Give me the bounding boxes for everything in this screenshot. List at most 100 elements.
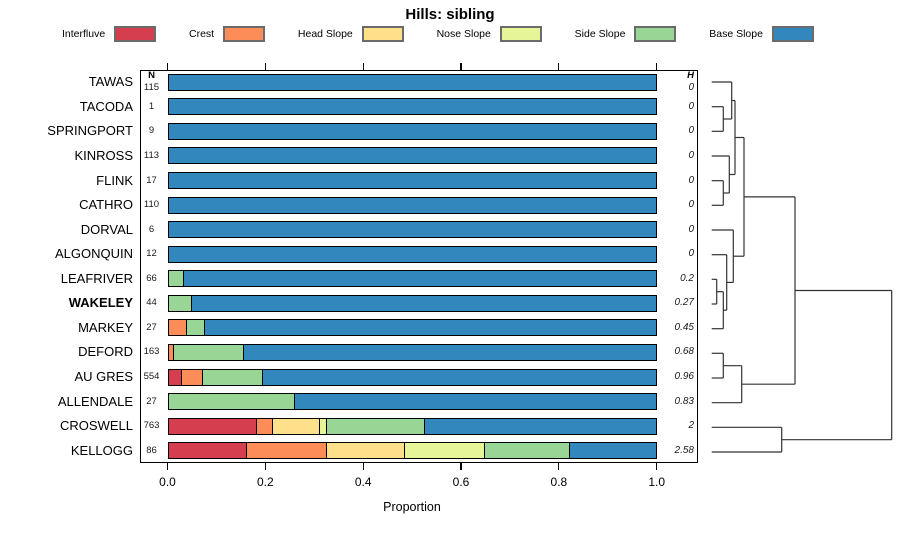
bar-segment-nose-slope: [405, 443, 486, 459]
h-value: 2.58: [674, 444, 694, 456]
bar-segment-nose-slope: [320, 418, 327, 434]
legend-swatch: [361, 26, 404, 42]
stacked-bar-tawas: [167, 73, 657, 91]
bar-segment-head-slope: [273, 418, 320, 434]
bar-segment-base-slope: [168, 222, 656, 238]
row-label-kellogg: KELLOGG: [70, 442, 133, 458]
stacked-bar-wakeley: [167, 294, 657, 312]
row-label-tawas: TAWAS: [88, 74, 133, 90]
bar-segment-base-slope: [168, 99, 656, 115]
stacked-bar-kellogg: [167, 442, 657, 460]
bar-segment-base-slope: [168, 173, 656, 189]
bar-segment-crest: [168, 320, 187, 336]
legend-label: Side Slope: [574, 28, 626, 40]
row-label-kinross: KINROSS: [74, 147, 133, 163]
h-value: 0: [688, 199, 694, 211]
stacked-bar-markey: [167, 319, 657, 337]
legend-swatch: [771, 26, 814, 42]
legend-swatch: [223, 26, 266, 42]
legend-swatch: [634, 26, 677, 42]
plot-area-border: [140, 70, 698, 463]
bar-segment-side-slope: [168, 295, 192, 311]
n-value: 110: [143, 199, 160, 211]
bottom-axis-tick: [166, 463, 169, 470]
n-value: 44: [146, 297, 157, 309]
stacked-bar-au-gres: [167, 368, 657, 386]
row-label-tacoda: TACODA: [79, 98, 133, 114]
legend-label: Head Slope: [297, 28, 353, 40]
h-value: 0.68: [674, 346, 694, 358]
legend-item-interfluve: Interfluve: [62, 26, 157, 42]
row-label-springport: SPRINGPORT: [47, 123, 133, 139]
bar-segment-interfluve: [168, 369, 183, 385]
legend-swatch: [499, 26, 542, 42]
row-label-algonquin: ALGONQUIN: [54, 246, 133, 262]
h-value: 2: [688, 420, 694, 432]
stacked-bar-flink: [167, 172, 657, 190]
bar-segment-base-slope: [168, 246, 656, 262]
bar-segment-base-slope: [168, 148, 656, 164]
h-value: 0.96: [674, 371, 694, 383]
bar-segment-base-slope: [425, 418, 656, 434]
row-label-flink: FLINK: [96, 172, 133, 188]
n-value: 554: [143, 371, 160, 383]
bottom-axis-tick: [656, 463, 658, 470]
bottom-axis-tick: [362, 463, 364, 470]
n-column-header: N: [148, 70, 155, 81]
legend-item-head-slope: Head Slope: [298, 26, 404, 42]
n-value: 27: [146, 395, 157, 407]
h-value: 0: [688, 149, 694, 161]
legend: Interfluve Crest Head Slope Nose Slope Side …: [62, 26, 814, 42]
h-value: 0: [688, 100, 694, 112]
n-value: 1: [148, 100, 155, 112]
n-value: 6: [148, 223, 155, 235]
bar-segment-base-slope: [262, 369, 656, 385]
h-value: 0: [688, 125, 694, 137]
n-value: 113: [143, 149, 160, 161]
n-value: 763: [143, 420, 160, 432]
bar-segment-base-slope: [294, 394, 656, 410]
bar-segment-base-slope: [243, 344, 656, 360]
bar-segment-base-slope: [168, 74, 656, 90]
x-tick-label: 0.0: [159, 475, 176, 489]
row-label-markey: MARKEY: [78, 319, 133, 335]
bottom-axis-tick: [264, 463, 266, 470]
bar-segment-side-slope: [187, 320, 206, 336]
legend-label: Interfluve: [62, 28, 106, 40]
stacked-bar-tacoda: [167, 98, 657, 116]
stacked-bar-leafriver: [167, 270, 657, 288]
h-value: 0.45: [674, 321, 694, 333]
x-axis-label: Proportion: [383, 500, 441, 514]
bar-segment-base-slope: [205, 320, 656, 336]
bar-segment-side-slope: [326, 418, 426, 434]
h-value: 0: [688, 223, 694, 235]
bar-segment-base-slope: [168, 197, 656, 213]
h-value: 0: [688, 174, 694, 186]
h-value: 0.83: [674, 395, 694, 407]
bottom-axis-tick: [558, 463, 560, 470]
bottom-axis-tick: [460, 463, 462, 470]
row-label-cathro: CATHRO: [79, 197, 133, 213]
row-label-leafriver: LEAFRIVER: [60, 270, 133, 286]
legend-item-side-slope: Side Slope: [575, 26, 677, 42]
top-axis-tick: [362, 63, 364, 70]
top-axis-tick: [656, 63, 658, 70]
x-tick-label: 0.4: [354, 475, 372, 489]
stacked-bar-croswell: [167, 417, 657, 435]
bar-segment-crest: [247, 443, 328, 459]
top-axis-tick: [264, 63, 266, 70]
bar-segment-base-slope: [191, 295, 656, 311]
legend-item-crest: Crest: [189, 26, 266, 42]
bar-segment-side-slope: [485, 443, 570, 459]
stacked-bar-deford: [167, 343, 657, 361]
stacked-bar-springport: [167, 122, 657, 140]
row-label-deford: DEFORD: [78, 344, 133, 360]
top-axis-tick: [166, 63, 169, 70]
legend-swatch: [114, 26, 157, 42]
x-tick-label: 0.2: [256, 475, 274, 489]
n-value: 17: [146, 174, 157, 186]
bar-segment-base-slope: [168, 123, 656, 139]
bar-segment-crest: [256, 418, 274, 434]
h-value: 0: [688, 81, 694, 93]
